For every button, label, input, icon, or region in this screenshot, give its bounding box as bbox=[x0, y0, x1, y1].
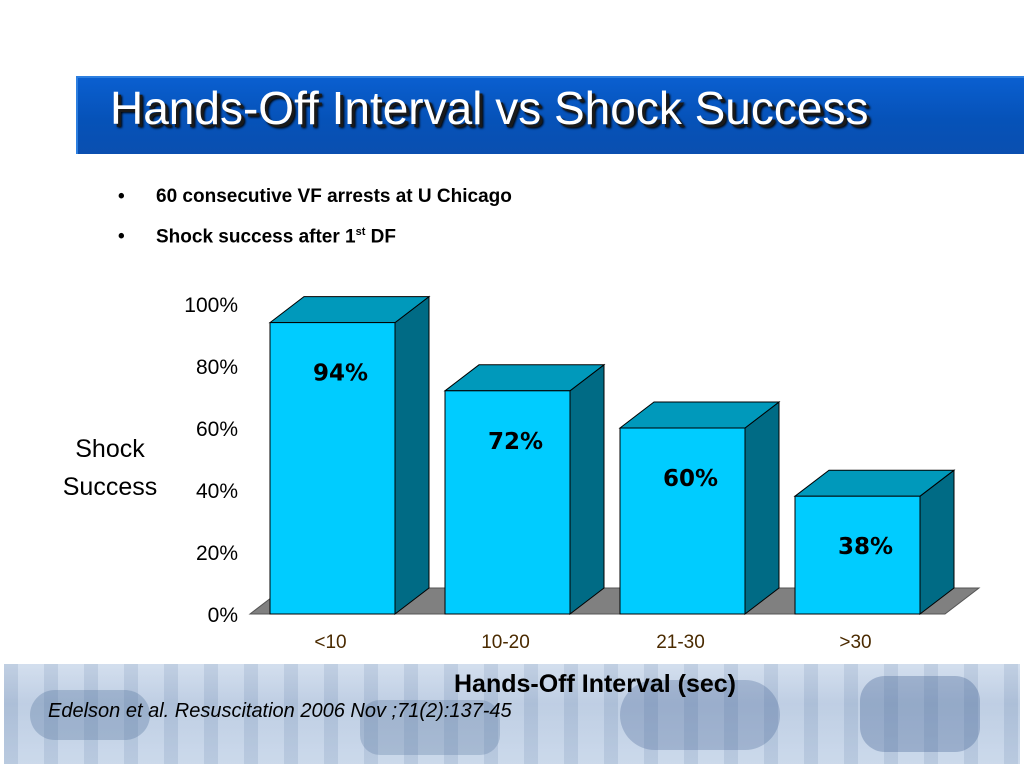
footer-photo-shape bbox=[860, 676, 980, 752]
footer-photo-shape bbox=[30, 690, 150, 740]
data-label: 38% bbox=[838, 534, 893, 560]
y-tick-label: 20% bbox=[196, 542, 238, 565]
x-tick-label: <10 bbox=[314, 632, 346, 653]
data-label: 72% bbox=[488, 429, 543, 455]
bar bbox=[794, 495, 921, 615]
x-tick-label: >30 bbox=[839, 632, 871, 653]
y-tick-label: 60% bbox=[196, 418, 238, 441]
bullet-text: Shock success after 1 bbox=[156, 226, 356, 248]
bar bbox=[269, 322, 396, 615]
y-tick-label: 40% bbox=[196, 480, 238, 503]
bullet-dot-icon: • bbox=[118, 226, 125, 248]
bullet-text: 60 consecutive VF arrests at U Chicago bbox=[156, 186, 512, 207]
bar-side-face bbox=[394, 295, 430, 616]
data-label: 60% bbox=[663, 466, 718, 492]
bullet-item: • 60 consecutive VF arrests at U Chicago bbox=[118, 186, 512, 208]
y-tick-label: 0% bbox=[208, 604, 238, 627]
bar-side-face bbox=[744, 400, 780, 616]
y-tick-label: 100% bbox=[184, 294, 238, 317]
bullet-text-suffix: DF bbox=[365, 226, 397, 248]
bar bbox=[619, 427, 746, 615]
bar bbox=[444, 390, 571, 615]
x-axis-label: Hands-Off Interval (sec) bbox=[453, 670, 736, 698]
data-label: 94% bbox=[313, 361, 368, 387]
footer-photo-shape bbox=[360, 700, 500, 755]
x-tick-label: 10-20 bbox=[481, 632, 530, 653]
title-banner bbox=[76, 76, 1024, 154]
bar-side-face bbox=[569, 363, 605, 616]
y-axis-label: Shock Success bbox=[62, 435, 158, 501]
x-tick-label: 21-30 bbox=[656, 632, 705, 653]
bullet-item: • Shock success after 1st DF bbox=[118, 226, 396, 248]
footer-photo-shape bbox=[620, 680, 780, 750]
footer-image-strip bbox=[4, 664, 1020, 764]
bullet-dot-icon: • bbox=[118, 186, 125, 207]
y-tick-label: 80% bbox=[196, 356, 238, 379]
slide-title: Hands-Off Interval vs Shock Success bbox=[110, 82, 869, 134]
citation-text: Edelson et al. Resuscitation 2006 Nov ;7… bbox=[48, 700, 512, 722]
bullet-superscript: st bbox=[355, 226, 366, 238]
